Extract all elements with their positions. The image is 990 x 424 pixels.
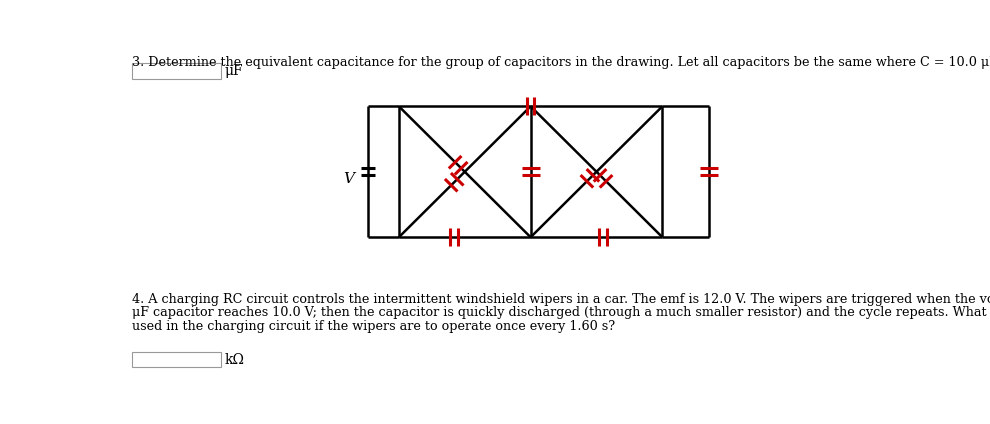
Text: kΩ: kΩ: [225, 353, 245, 367]
Text: 4. A charging RC circuit controls the intermittent windshield wipers in a car. T: 4. A charging RC circuit controls the in…: [132, 293, 990, 306]
FancyBboxPatch shape: [132, 63, 221, 78]
Text: used in the charging circuit if the wipers are to operate once every 1.60 s?: used in the charging circuit if the wipe…: [132, 320, 615, 332]
Text: 3. Determine the equivalent capacitance for the group of capacitors in the drawi: 3. Determine the equivalent capacitance …: [132, 56, 990, 69]
Text: μF: μF: [225, 64, 244, 78]
FancyBboxPatch shape: [132, 352, 221, 367]
Text: V: V: [343, 173, 353, 187]
Text: μF capacitor reaches 10.0 V; then the capacitor is quickly discharged (through a: μF capacitor reaches 10.0 V; then the ca…: [132, 306, 990, 319]
